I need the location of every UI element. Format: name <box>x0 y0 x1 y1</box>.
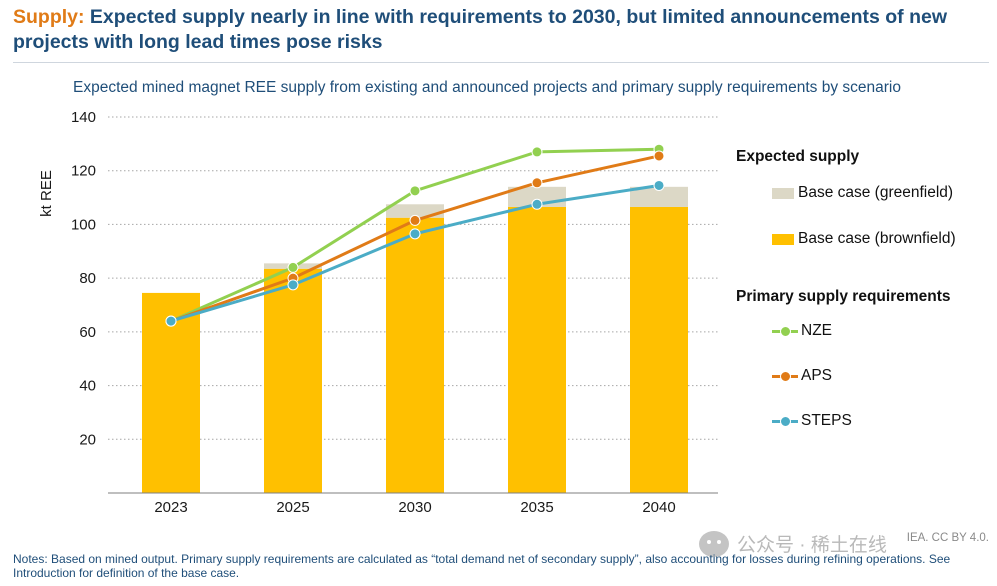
wechat-icon <box>699 530 729 557</box>
x-tick-label-2035: 2035 <box>520 499 553 516</box>
bar-greenfield-2040 <box>630 186 688 207</box>
legend-label-greenfield: Base case (greenfield) <box>798 184 954 201</box>
point-aps-2030 <box>409 214 421 226</box>
point-steps-2040 <box>653 179 665 191</box>
bars <box>142 186 688 493</box>
point-aps-2040 <box>653 150 665 162</box>
legend-label-steps: STEPS <box>801 412 852 429</box>
legend-requirements-title: Primary supply requirements <box>736 288 951 305</box>
bar-greenfield-2030 <box>386 204 444 218</box>
point-nze-2030 <box>409 185 421 197</box>
greenfield-swatch <box>772 187 794 199</box>
bar-brownfield-2040 <box>630 206 688 493</box>
y-tick-label-100: 100 <box>71 216 96 233</box>
y-tick-label-120: 120 <box>71 163 96 180</box>
point-nze-2025 <box>287 261 299 273</box>
point-steps-2030 <box>409 228 421 240</box>
nze-line-symbol <box>772 325 798 337</box>
chart-title: Expected mined magnet REE supply from ex… <box>73 79 901 96</box>
point-steps-2025 <box>287 279 299 291</box>
y-tick-label-40: 40 <box>79 378 96 395</box>
point-aps-2035 <box>531 177 543 189</box>
x-tick-label-2030: 2030 <box>398 499 431 516</box>
y-tick-label-60: 60 <box>79 324 96 341</box>
legend-item-brownfield: Base case (brownfield) <box>772 230 956 248</box>
point-steps-2035 <box>531 198 543 210</box>
point-nze-2035 <box>531 146 543 158</box>
brownfield-swatch <box>772 233 794 245</box>
y-tick-label-140: 140 <box>71 109 96 126</box>
credit: IEA. CC BY 4.0. <box>906 532 989 544</box>
x-tick-label-2025: 2025 <box>276 499 309 516</box>
watermark: 公众号 · 稀土在线 <box>699 530 887 557</box>
y-axis-label: kt REE <box>38 170 55 217</box>
legend-supply-title: Expected supply <box>736 148 860 165</box>
legend-label-nze: NZE <box>801 322 832 339</box>
bar-brownfield-2035 <box>508 206 566 493</box>
chart-notes: Notes: Based on mined output. Primary su… <box>13 552 951 580</box>
legend-item-nze: NZE <box>772 322 832 340</box>
headline-text: Expected supply nearly in line with requ… <box>13 6 948 53</box>
point-steps-2023 <box>165 315 177 327</box>
headline-kicker: Supply: <box>13 6 85 28</box>
legend-label-brownfield: Base case (brownfield) <box>798 230 956 247</box>
legend-item-steps: STEPS <box>772 412 852 430</box>
steps-line-symbol <box>772 415 798 427</box>
x-tick-label-2023: 2023 <box>154 499 187 516</box>
bar-brownfield-2025 <box>264 268 322 493</box>
page-headline: Supply: Expected supply nearly in line w… <box>13 5 988 55</box>
legend-item-greenfield: Base case (greenfield) <box>772 184 953 202</box>
watermark-text: 公众号 · 稀土在线 <box>737 535 887 556</box>
series-lines <box>165 143 665 327</box>
x-tick-label-2040: 2040 <box>642 499 675 516</box>
bar-brownfield-2030 <box>386 217 444 493</box>
aps-line-symbol <box>772 370 798 382</box>
y-tick-label-80: 80 <box>79 270 96 287</box>
y-tick-label-20: 20 <box>79 431 96 448</box>
headline-divider <box>13 62 989 63</box>
legend-label-aps: APS <box>801 367 833 384</box>
legend-item-aps: APS <box>772 367 832 385</box>
